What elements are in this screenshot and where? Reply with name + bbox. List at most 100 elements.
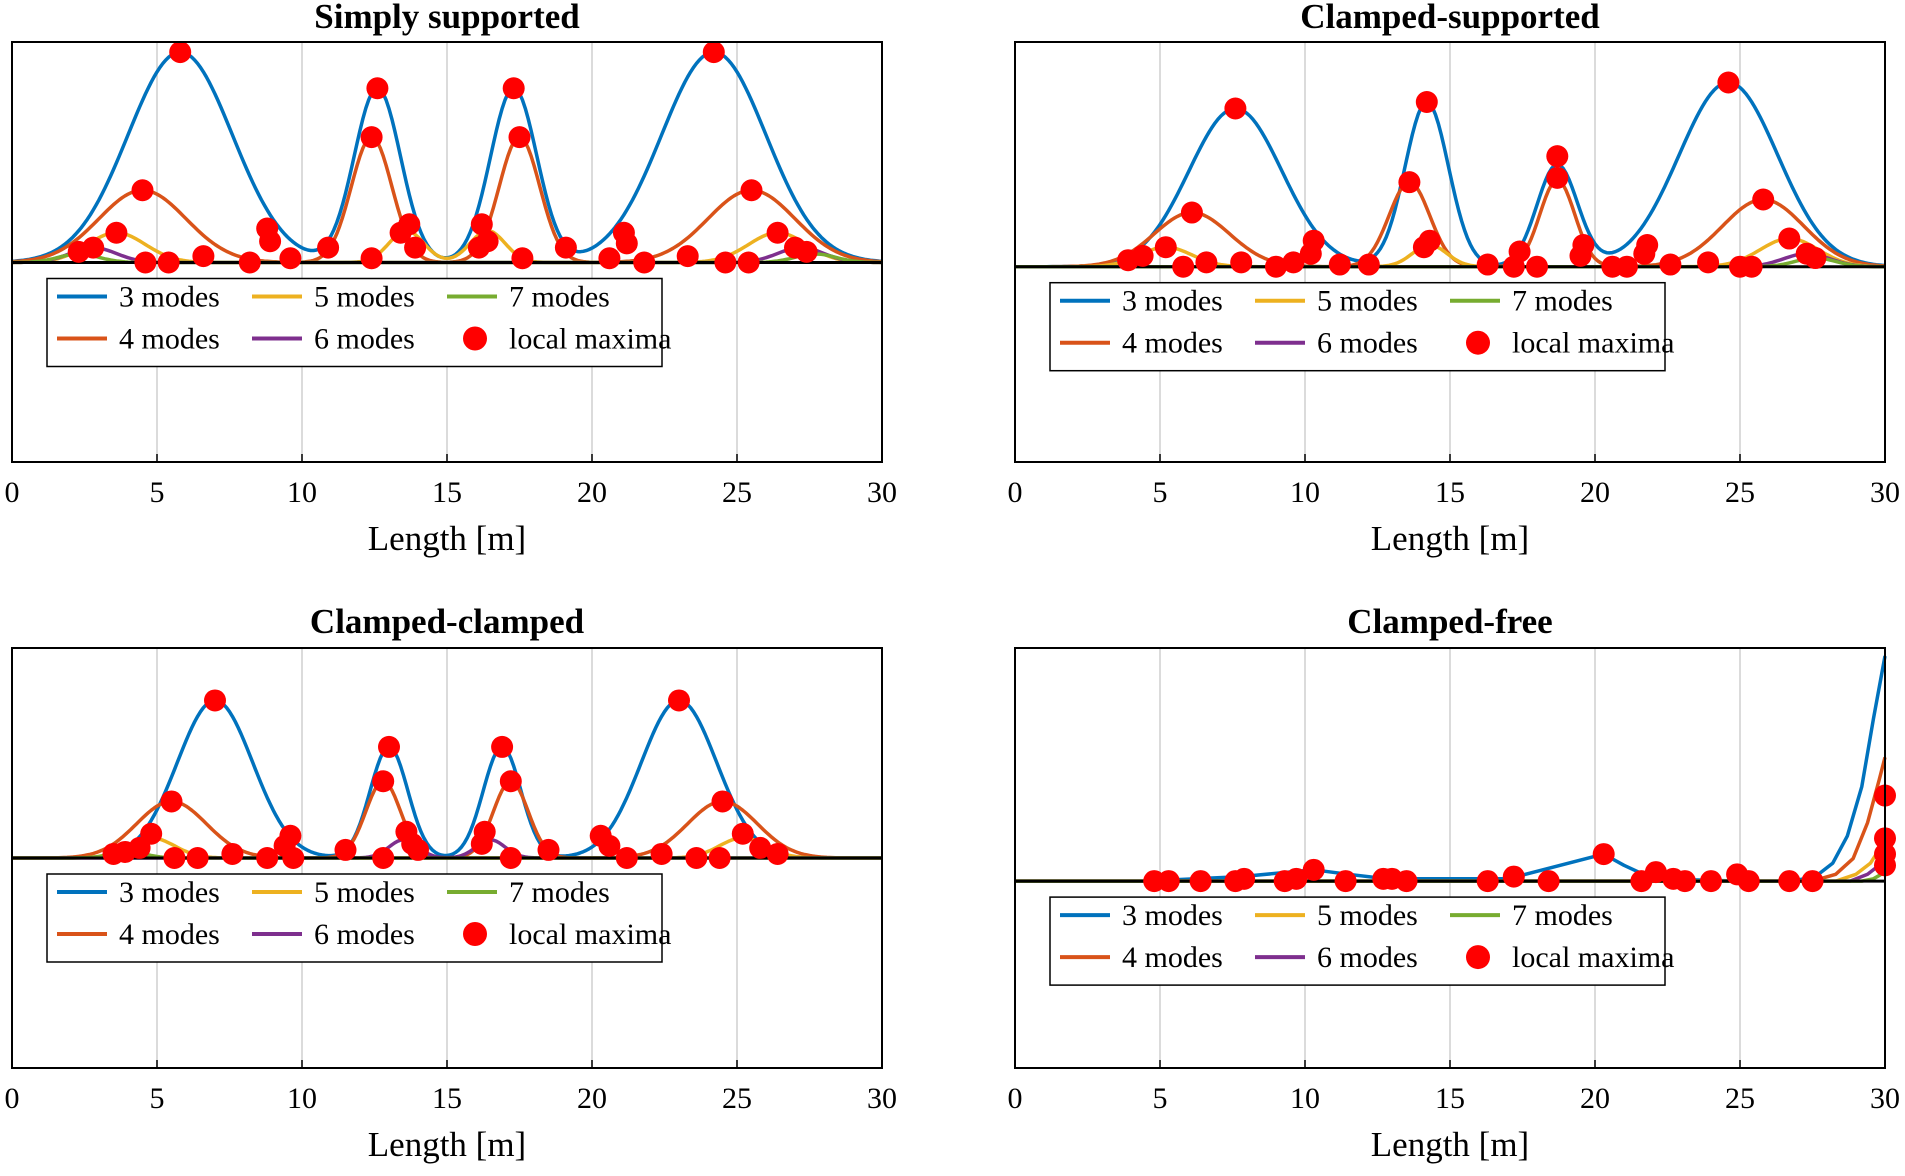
- local-maximum-marker: [702, 41, 725, 64]
- local-maximum-marker: [1282, 251, 1305, 274]
- local-maximum-marker: [186, 847, 209, 869]
- local-maximum-marker: [470, 832, 493, 855]
- x-tick-label: 25: [722, 476, 752, 509]
- local-maximum-marker: [554, 236, 577, 259]
- x-tick-label: 30: [867, 476, 897, 509]
- local-maximum-marker: [1398, 171, 1421, 194]
- local-maximum-marker: [1328, 253, 1351, 276]
- local-maximum-marker: [407, 838, 429, 861]
- local-maximum-marker: [160, 790, 183, 813]
- x-tick-label: 30: [1870, 1082, 1900, 1115]
- local-maximum-marker: [1265, 255, 1287, 278]
- local-maximum-marker: [1189, 870, 1212, 893]
- local-maximum-marker: [668, 689, 690, 712]
- local-maximum-marker: [1233, 867, 1256, 890]
- local-maximum-marker: [82, 236, 105, 259]
- series-line-3-modes: [1015, 80, 1886, 269]
- local-maximum-marker: [334, 838, 357, 861]
- local-maximum-marker: [1180, 201, 1203, 224]
- x-tick-label: 10: [1290, 476, 1320, 509]
- local-maximum-marker: [650, 842, 673, 865]
- local-maximum-marker: [740, 179, 763, 202]
- legend-label: local maxima: [509, 323, 671, 356]
- local-maximum-marker: [398, 213, 421, 236]
- x-axis-label: Length [m]: [368, 1125, 526, 1164]
- local-maximum-marker: [404, 236, 427, 259]
- panel-title: Clamped-free: [1347, 602, 1552, 641]
- local-maximum-marker: [378, 735, 400, 758]
- x-tick-label: 5: [150, 1082, 165, 1115]
- series-line-5-modes: [11, 228, 883, 265]
- legend-label: 7 modes: [509, 281, 610, 314]
- local-maximum-marker: [163, 847, 186, 869]
- panel-title: Simply supported: [314, 0, 580, 36]
- legend-label: local maxima: [1512, 941, 1674, 974]
- local-maximum-marker: [1546, 145, 1569, 168]
- series-line-3-modes: [12, 698, 882, 860]
- legend-label: 4 modes: [1122, 327, 1223, 360]
- local-maximum-marker: [105, 221, 128, 244]
- local-maximum-marker: [1592, 843, 1615, 866]
- local-maximum-marker: [1615, 255, 1638, 278]
- local-maximum-marker: [1700, 870, 1722, 893]
- local-maximum-marker: [282, 847, 305, 869]
- local-maximum-marker: [1117, 249, 1140, 272]
- local-maximum-marker: [1195, 251, 1218, 274]
- legend-label: 5 modes: [314, 876, 415, 909]
- local-maximum-marker: [372, 847, 395, 869]
- legend-label: 6 modes: [1317, 941, 1418, 974]
- local-maximum-marker: [731, 822, 754, 845]
- legend-box: [1049, 281, 1666, 372]
- local-maximum-marker: [749, 836, 772, 859]
- legend-label: 6 modes: [314, 918, 415, 951]
- local-maximum-marker: [102, 842, 125, 865]
- local-maximum-marker: [502, 77, 525, 100]
- local-maximum-marker: [1673, 870, 1696, 893]
- local-maximum-marker: [795, 240, 818, 263]
- local-maximum-marker: [1415, 91, 1438, 114]
- x-tick-label: 0: [1008, 1082, 1023, 1115]
- x-tick-label: 15: [1435, 1082, 1465, 1115]
- local-maximum-marker: [1302, 858, 1325, 881]
- x-tick-label: 15: [432, 1082, 462, 1115]
- local-maximum-marker: [1537, 870, 1560, 893]
- local-maximum-marker: [238, 251, 261, 274]
- x-axis-label: Length [m]: [1371, 1125, 1529, 1164]
- local-maximum-marker: [1778, 227, 1801, 250]
- x-tick-label: 5: [1153, 476, 1168, 509]
- x-tick-label: 10: [287, 476, 317, 509]
- local-maximum-marker: [1778, 870, 1801, 893]
- local-maximum-marker: [676, 245, 699, 268]
- x-tick-label: 0: [5, 1082, 20, 1115]
- legend-box: [1049, 896, 1666, 986]
- x-tick-label: 5: [1153, 1082, 1168, 1115]
- local-maximum-marker: [192, 245, 215, 268]
- local-maximum-marker: [1224, 97, 1247, 120]
- local-maximum-marker: [1476, 253, 1499, 276]
- local-maximum-marker: [467, 236, 490, 259]
- local-maximum-marker: [615, 847, 638, 869]
- local-maximum-marker: [221, 842, 244, 865]
- x-tick-label: 25: [1725, 476, 1755, 509]
- legend-label: 4 modes: [119, 323, 220, 356]
- panel-4: Clamped-free 0 5 10 15 20 25 30 Length [m] 3 mode…: [1008, 602, 1901, 1164]
- local-maximum-marker: [1633, 242, 1656, 265]
- x-tick-label: 15: [1435, 476, 1465, 509]
- x-tick-label: 25: [1725, 1082, 1755, 1115]
- legend-label: 6 modes: [314, 323, 415, 356]
- local-maximum-marker: [633, 251, 656, 274]
- legend-box: [46, 873, 663, 963]
- local-maximum-marker: [1801, 870, 1824, 893]
- local-maximum-marker: [1334, 870, 1357, 893]
- x-tick-label: 30: [1870, 476, 1900, 509]
- x-tick-label: 0: [1008, 476, 1023, 509]
- local-maximum-marker: [537, 838, 560, 861]
- x-tick-label: 10: [287, 1082, 317, 1115]
- local-maximum-marker: [1659, 253, 1682, 276]
- local-maximum-marker: [157, 251, 180, 274]
- local-maximum-marker: [508, 126, 531, 149]
- local-maximum-marker: [499, 770, 522, 793]
- local-maximum-marker: [1299, 242, 1322, 265]
- legend-label: 5 modes: [314, 281, 415, 314]
- local-maximum-marker: [766, 842, 789, 865]
